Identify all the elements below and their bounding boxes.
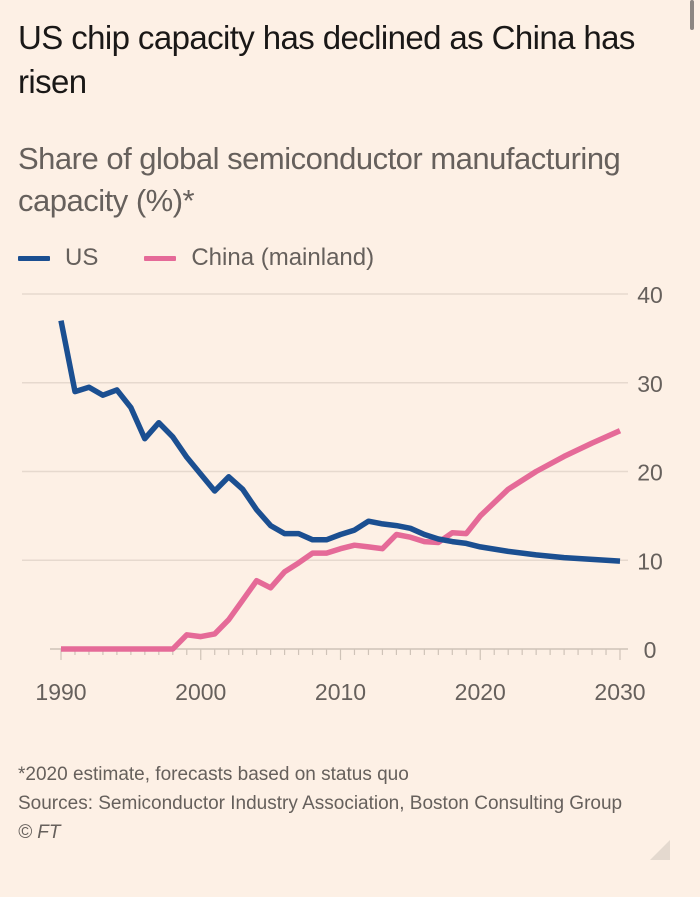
legend-label-us: US — [65, 244, 99, 271]
x-tick-label-2010: 2010 — [315, 679, 366, 705]
legend-item-us: US — [18, 244, 98, 272]
chart-subtitle: Share of global semiconductor manufactur… — [18, 141, 621, 218]
y-tick-label-30: 30 — [637, 371, 663, 397]
x-tick-label-2030: 2030 — [594, 679, 645, 705]
scrollbar[interactable] — [690, 0, 694, 30]
x-tick-label-2000: 2000 — [175, 679, 226, 705]
x-tick-label-2020: 2020 — [455, 679, 506, 705]
x-tick-label-1990: 1990 — [35, 679, 86, 705]
legend: US China (mainland) — [18, 243, 420, 273]
footer: *2020 estimate, forecasts based on statu… — [18, 760, 658, 847]
series-line-china — [61, 428, 622, 652]
y-tick-label-0: 0 — [644, 637, 657, 663]
sources: Sources: Semiconductor Industry Associat… — [18, 793, 623, 814]
legend-item-china: China (mainland) — [144, 244, 374, 272]
footnote: *2020 estimate, forecasts based on statu… — [18, 764, 409, 785]
legend-swatch-us — [18, 255, 50, 261]
series-line-us — [58, 320, 621, 564]
resize-handle[interactable] — [650, 840, 670, 860]
copyright: © FT — [18, 822, 61, 843]
y-tick-label-10: 10 — [637, 548, 663, 574]
legend-swatch-china — [144, 255, 177, 261]
y-tick-label-20: 20 — [637, 460, 663, 486]
chart-title: US chip capacity has declined as China h… — [18, 19, 635, 100]
y-tick-label-40: 40 — [637, 282, 663, 308]
legend-label-china: China (mainland) — [191, 244, 375, 271]
